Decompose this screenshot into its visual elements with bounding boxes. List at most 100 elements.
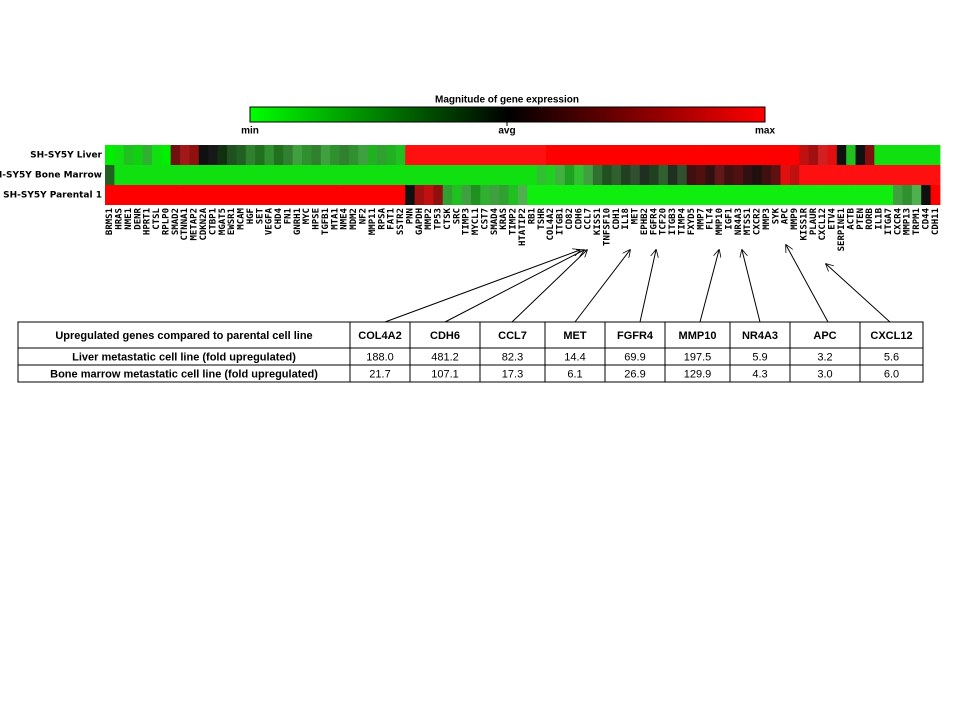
arrow (511, 250, 587, 323)
table-text: 3.2 (817, 351, 832, 363)
heatmap-cell (264, 185, 275, 205)
heatmap-cell (217, 185, 228, 205)
heatmap-cell (151, 165, 162, 185)
arrow (742, 250, 761, 323)
heatmap-cell (742, 145, 753, 165)
heatmap-cell (639, 185, 650, 205)
gene-label: TRPM1 (912, 208, 922, 235)
table-header: NR4A3 (742, 330, 778, 342)
heatmap-cell (893, 165, 903, 185)
heatmap-cell (705, 165, 716, 185)
heatmap-cell (696, 165, 706, 185)
gene-label: CD82 (565, 208, 575, 230)
heatmap-cell (330, 165, 340, 185)
gene-label: TNFSF10 (602, 208, 612, 246)
heatmap-cell (517, 165, 528, 185)
gene-label: CXCR4 (893, 207, 903, 235)
heatmap-cell (930, 165, 941, 185)
gene-label: ITGB3 (668, 208, 678, 235)
heatmap-cell (405, 185, 416, 205)
heatmap-cell (245, 145, 256, 165)
gene-label: RPSA (377, 207, 387, 229)
heatmap-cell (198, 145, 209, 165)
heatmap-cell (133, 145, 143, 165)
heatmap-cell (677, 145, 688, 165)
heatmap-cell (536, 165, 547, 185)
heatmap-cell (330, 145, 340, 165)
heatmap-cell (489, 185, 500, 205)
gene-label: FXYD5 (687, 208, 697, 235)
heatmap-cell (405, 145, 416, 165)
heatmap-cell (874, 185, 885, 205)
gene-label: TP53 (434, 208, 444, 230)
gene-label: IGF1 (724, 208, 734, 230)
gene-label: MMP13 (903, 208, 913, 235)
gene-label: MGAT5 (218, 208, 228, 235)
heatmap-cell (283, 185, 294, 205)
gene-label: ACTB (846, 207, 856, 229)
gene-label: NME4 (340, 207, 350, 229)
table-text: 21.7 (369, 368, 390, 380)
table-text: 197.5 (684, 351, 712, 363)
heatmap-cell (395, 165, 406, 185)
heatmap-cell (170, 165, 181, 185)
heatmap-cell (311, 145, 322, 165)
heatmap-cell (883, 145, 894, 165)
heatmap-cell (921, 185, 932, 205)
gene-label: CDH1 (612, 208, 622, 230)
heatmap-cell (414, 185, 425, 205)
gene-label: BRMS1 (105, 208, 115, 235)
heatmap-cell (592, 185, 603, 205)
heatmap-cell (339, 185, 350, 205)
gene-label: PTEN (856, 208, 866, 230)
heatmap-cell (705, 185, 716, 205)
heatmap-cell (105, 185, 115, 205)
heatmap-cell (583, 165, 594, 185)
table-text: 5.6 (884, 351, 899, 363)
heatmap-cell (292, 185, 303, 205)
heatmap-cell (508, 185, 519, 205)
arrow (384, 250, 580, 323)
heatmap-cell (208, 165, 218, 185)
heatmap-cell (780, 185, 791, 205)
table-text: 5.9 (752, 351, 767, 363)
gene-label: SSTR2 (396, 208, 406, 235)
heatmap-cell (874, 165, 885, 185)
gene-label: GAPDH (415, 208, 425, 235)
gene-label: MTA1 (330, 208, 340, 230)
heatmap-cell (170, 185, 181, 205)
table-text: 4.3 (752, 368, 767, 380)
gene-label: CTNNA1 (180, 208, 190, 241)
table-header: MMP10 (679, 330, 717, 342)
heatmap-cell (696, 145, 706, 165)
heatmap-cell (527, 165, 537, 185)
colorbar-avg: avg (498, 126, 515, 137)
heatmap-cell (630, 145, 641, 165)
heatmap-cell (667, 165, 678, 185)
heatmap-cell (358, 185, 369, 205)
row-label: SH-SY5Y Parental 1 (3, 191, 102, 201)
table-text: 17.3 (502, 368, 523, 380)
table-header: Upregulated genes compared to parental c… (55, 330, 312, 342)
heatmap-cell (827, 185, 838, 205)
heatmap-cell (893, 185, 903, 205)
heatmap-cell (292, 165, 303, 185)
heatmap-cell (245, 185, 256, 205)
gene-label: EWSR1 (227, 208, 237, 235)
gene-label: MMP3 (762, 208, 772, 230)
table-text: Liver metastatic cell line (fold upregul… (72, 351, 296, 363)
arrow (699, 250, 719, 323)
heatmap-cell (180, 165, 190, 185)
heatmap-cell (621, 165, 631, 185)
gene-label: PLAUR (809, 207, 819, 235)
row-label: SH-SY5Y Liver (30, 151, 102, 161)
heatmap-cell (517, 145, 528, 165)
heatmap-cell (142, 145, 153, 165)
heatmap-cell (911, 165, 922, 185)
heatmap-cell (339, 165, 350, 185)
heatmap-cell (733, 145, 744, 165)
gene-label: HTATIP2 (518, 208, 528, 246)
heatmap-cell (677, 185, 688, 205)
heatmap-cell (142, 185, 153, 205)
